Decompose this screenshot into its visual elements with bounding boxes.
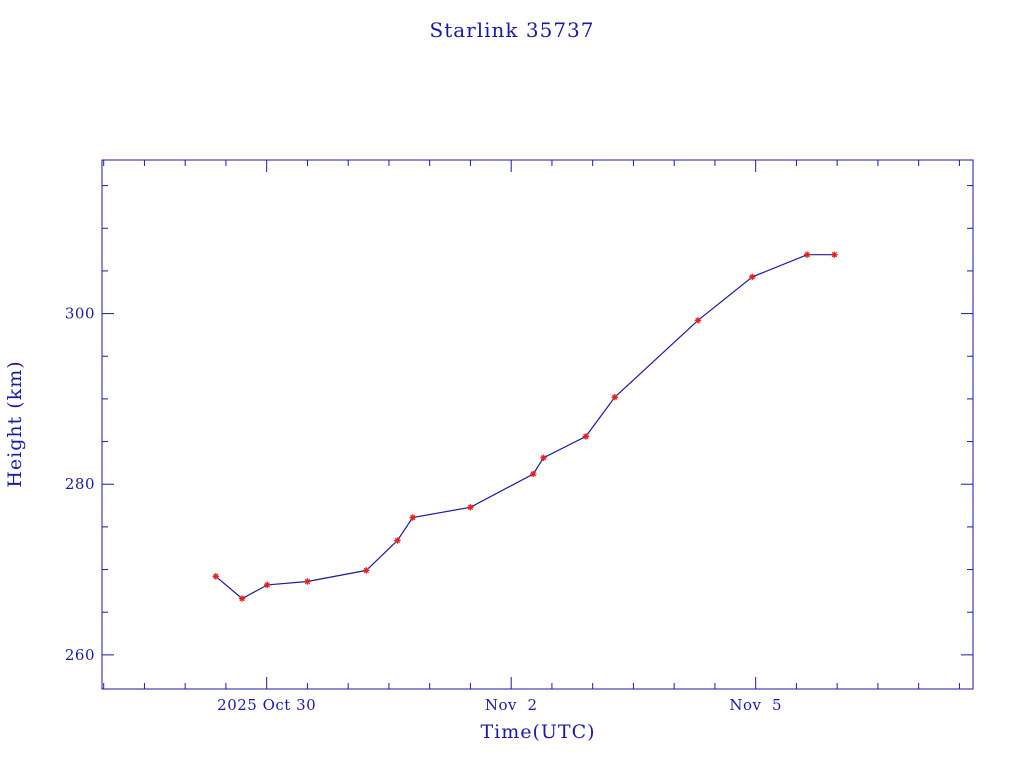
series-line: [215, 254, 835, 600]
y-tick-label: 280: [65, 475, 95, 493]
x-axis: 2025 Oct 30 Nov 2 Nov 5: [217, 160, 782, 714]
data-point-marker: [467, 504, 474, 511]
y-axis-label: Height (km): [4, 360, 26, 487]
data-point-marker: [749, 273, 756, 281]
axis-minor-ticks: [102, 160, 973, 689]
data-point-marker: [530, 470, 537, 478]
data-point-marker: [409, 514, 416, 521]
y-tick-label: 300: [65, 305, 95, 323]
plot-frame: [101, 159, 974, 690]
data-point-marker: [694, 317, 702, 324]
data-point-marker: [831, 251, 838, 258]
y-axis: 260 280 300: [65, 305, 973, 664]
data-point-marker: [582, 433, 590, 440]
data-point-marker: [363, 567, 370, 574]
data-point-marker: [264, 581, 271, 589]
chart-title: Starlink 35737: [430, 18, 595, 42]
data-point-marker: [304, 578, 311, 585]
y-tick-label: 260: [65, 646, 95, 664]
data-point-marker: [540, 454, 547, 461]
x-axis-label: Time(UTC): [480, 721, 595, 743]
data-point-marker: [394, 537, 401, 544]
x-tick-label: 2025 Oct 30: [217, 696, 316, 714]
data-point-marker: [803, 251, 811, 258]
data-point-marker: [611, 393, 618, 401]
data-series: [212, 251, 838, 602]
data-point-marker: [238, 595, 246, 602]
x-tick-label: Nov 5: [729, 696, 782, 714]
data-point-marker: [212, 573, 219, 580]
x-tick-label: Nov 2: [485, 696, 538, 714]
